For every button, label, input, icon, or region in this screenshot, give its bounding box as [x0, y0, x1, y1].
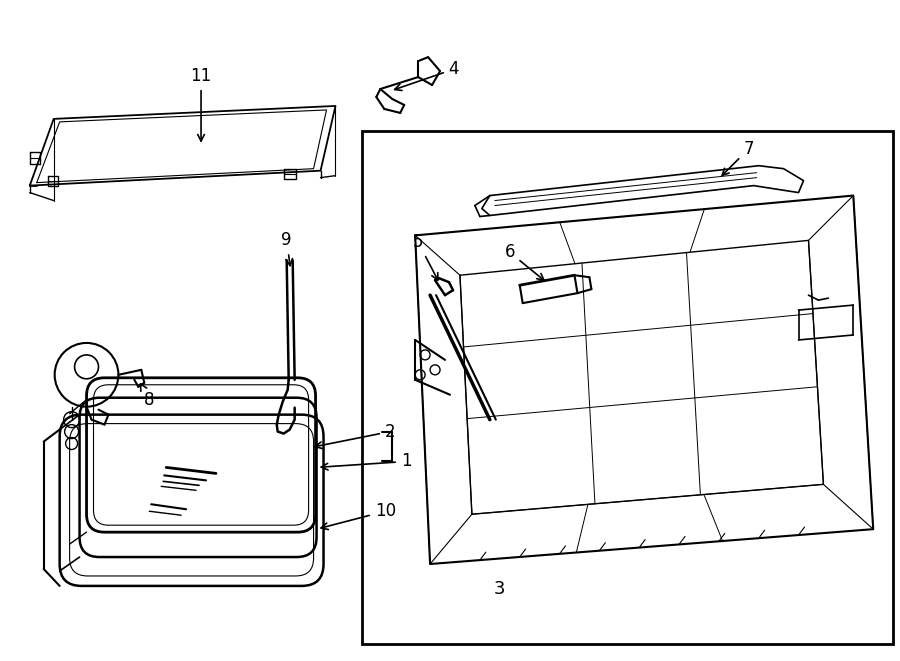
Text: 5: 5 [413, 233, 438, 280]
Text: 1: 1 [321, 452, 411, 471]
Bar [363, 131, 893, 644]
Text: 2: 2 [315, 422, 396, 449]
Text: 8: 8 [140, 384, 155, 408]
Text: 7: 7 [722, 139, 754, 175]
Text: 9: 9 [282, 231, 292, 266]
Text: 10: 10 [321, 502, 396, 529]
Text: 6: 6 [505, 243, 544, 280]
Text: 11: 11 [191, 67, 211, 141]
Text: 4: 4 [394, 60, 459, 91]
Text: 3: 3 [494, 580, 506, 598]
